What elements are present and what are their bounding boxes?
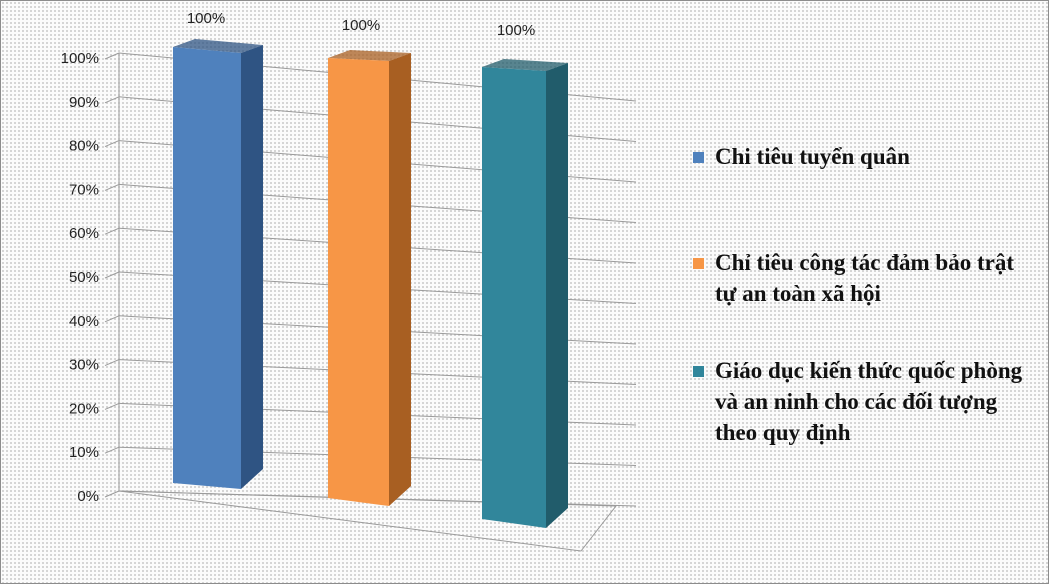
legend-item: Chi tiêu tuyển quân xyxy=(693,141,1023,172)
bar-top xyxy=(173,39,263,53)
tick-mark xyxy=(104,402,120,410)
tick-mark xyxy=(104,183,120,191)
bar xyxy=(173,39,263,489)
y-tick-label: 90% xyxy=(69,94,99,111)
legend-label: Chỉ tiêu công tác đảm bảo trật tự an toà… xyxy=(715,250,1014,306)
bar-front xyxy=(173,47,241,489)
bar-front xyxy=(482,67,546,528)
tick-mark xyxy=(104,96,120,104)
value-label: 100% xyxy=(497,22,535,39)
bar-side xyxy=(389,53,411,506)
bar-top xyxy=(328,50,411,61)
legend-item: Chỉ tiêu công tác đảm bảo trật tự an toà… xyxy=(693,247,1023,309)
legend-label: Chi tiêu tuyển quân xyxy=(715,144,910,169)
y-tick-label: 80% xyxy=(69,138,99,155)
value-label: 100% xyxy=(342,17,380,34)
tick-mark xyxy=(104,359,120,367)
y-tick-label: 60% xyxy=(69,225,99,242)
y-tick-label: 70% xyxy=(69,181,99,198)
y-tick-label: 100% xyxy=(61,50,99,67)
bar-side xyxy=(546,63,568,528)
legend-item: Giáo dục kiến thức quốc phòng và an ninh… xyxy=(693,355,1023,448)
bar-side xyxy=(241,45,263,489)
y-tick-label: 10% xyxy=(69,444,99,461)
tick-mark xyxy=(104,271,120,279)
bar-top xyxy=(482,59,568,71)
legend-swatch xyxy=(693,366,704,377)
tick-mark xyxy=(104,315,120,323)
tick-mark xyxy=(104,490,120,498)
y-tick-label: 0% xyxy=(77,488,99,505)
legend-swatch xyxy=(693,258,704,269)
tick-mark xyxy=(104,227,120,235)
y-tick-label: 30% xyxy=(69,357,99,374)
bar xyxy=(328,50,411,506)
value-label: 100% xyxy=(187,10,225,27)
tick-mark xyxy=(104,52,120,60)
y-tick-label: 20% xyxy=(69,400,99,417)
bar-front xyxy=(328,58,389,506)
tick-mark xyxy=(104,140,120,148)
tick-mark xyxy=(104,446,120,454)
legend-swatch xyxy=(693,152,704,163)
y-tick-label: 40% xyxy=(69,313,99,330)
y-tick-label: 50% xyxy=(69,269,99,286)
bar xyxy=(482,59,568,528)
legend-label: Giáo dục kiến thức quốc phòng và an ninh… xyxy=(715,358,1023,445)
